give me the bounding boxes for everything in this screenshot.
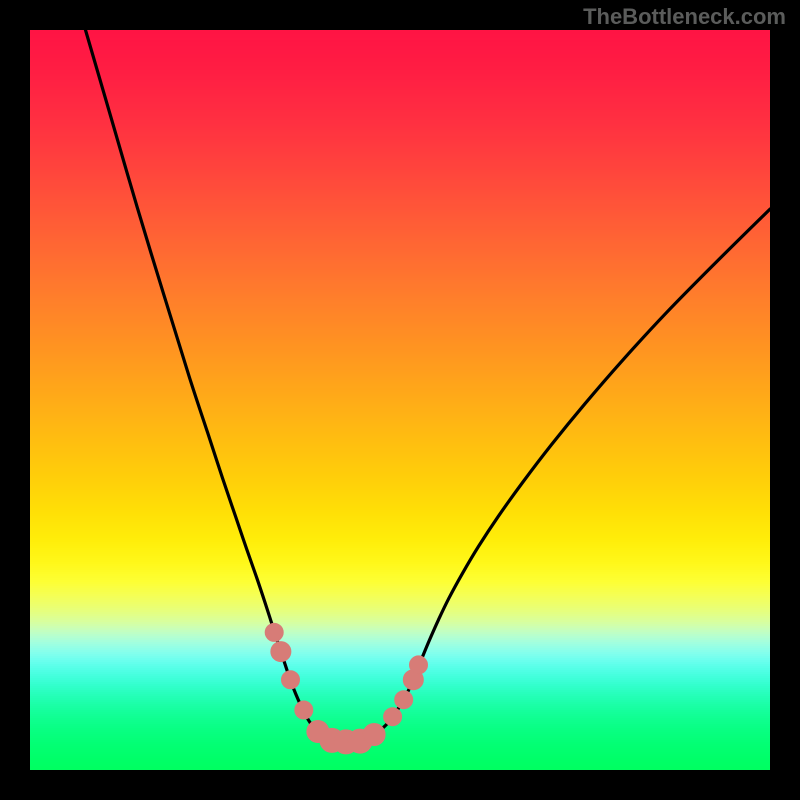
data-marker [410, 656, 428, 674]
data-marker [281, 671, 299, 689]
data-marker [271, 642, 291, 662]
curve-overlay [30, 30, 770, 770]
data-marker [395, 691, 413, 709]
bottleneck-curve-left [86, 30, 346, 742]
data-marker [295, 701, 313, 719]
watermark-label: TheBottleneck.com [583, 4, 786, 30]
data-marker [363, 723, 385, 745]
chart-container: TheBottleneck.com [0, 0, 800, 800]
data-marker [265, 623, 283, 641]
plot-area [30, 30, 770, 770]
data-marker [384, 708, 402, 726]
